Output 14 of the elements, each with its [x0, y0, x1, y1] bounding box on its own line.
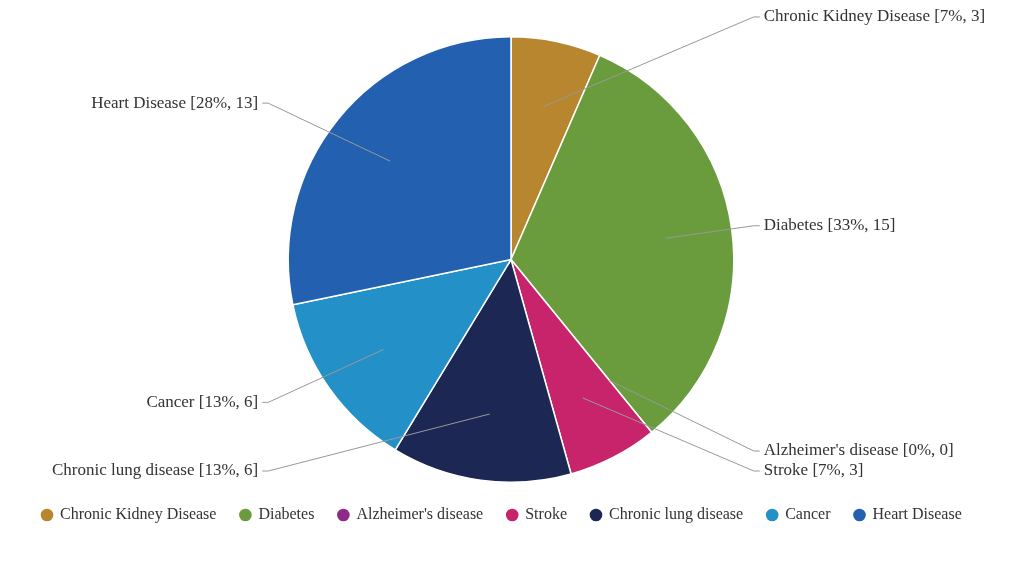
- category-label: Heart Disease [28%, 13]: [91, 92, 259, 112]
- category-label: Diabetes [33%, 15]: [763, 215, 896, 235]
- legend-label: Chronic Kidney Disease: [60, 505, 217, 524]
- legend-label: Chronic lung disease: [608, 505, 744, 524]
- category-label: Cancer [13%, 6]: [146, 391, 259, 411]
- category-label: Chronic Kidney Disease [7%, 3]: [763, 6, 986, 26]
- legend-label: Stroke: [525, 505, 567, 523]
- legend-label: Heart Disease: [872, 505, 962, 523]
- legend-label: Alzheimer's disease: [356, 505, 484, 523]
- category-label: Stroke [7%, 3]: [763, 460, 864, 480]
- legend-label: Cancer: [785, 505, 832, 523]
- category-label: Alzheimer's disease [0%, 0]: [763, 440, 954, 460]
- legend-label: Diabetes: [258, 505, 315, 523]
- category-label: Chronic lung disease [13%, 6]: [51, 460, 259, 480]
